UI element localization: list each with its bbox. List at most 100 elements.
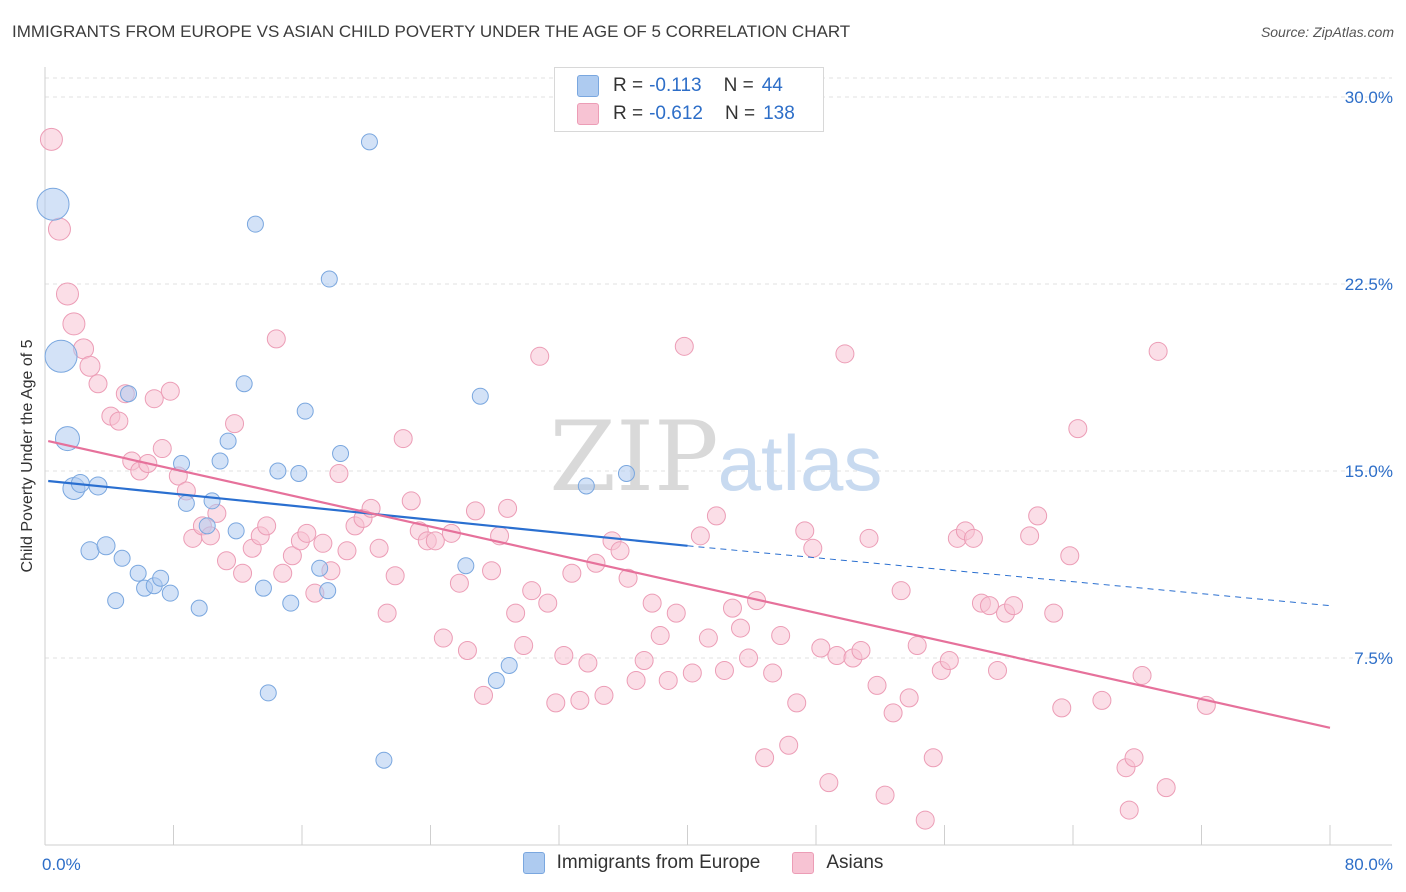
- asian-point: [1044, 603, 1064, 623]
- asian-point: [1068, 419, 1088, 439]
- europe-swatch: [577, 75, 599, 97]
- asian-point: [273, 563, 293, 583]
- europe-point: [487, 671, 505, 689]
- asian-point: [546, 693, 566, 713]
- asian-point: [62, 312, 86, 336]
- europe-point: [259, 684, 277, 702]
- asian-point: [859, 528, 879, 548]
- asian-point: [385, 566, 405, 586]
- asian-point: [827, 646, 847, 666]
- asian-point: [626, 670, 646, 690]
- asian-point: [393, 429, 413, 449]
- asian-point: [530, 346, 550, 366]
- legend-row-europe: R = -0.113 N = 44: [577, 74, 783, 98]
- asian-point: [329, 463, 349, 483]
- y-tick-label: 22.5%: [1345, 275, 1393, 294]
- asian-point: [257, 516, 277, 536]
- asian-point: [755, 748, 775, 768]
- asian-point: [642, 593, 662, 613]
- asian-point: [698, 628, 718, 648]
- asian-point: [1148, 341, 1168, 361]
- asian-point: [771, 626, 791, 646]
- asian-point: [731, 618, 751, 638]
- europe-point: [161, 584, 179, 602]
- asian-point: [1132, 665, 1152, 685]
- asians-series: [39, 127, 1216, 830]
- europe-point: [36, 187, 70, 221]
- asian-point: [47, 217, 71, 241]
- asian-point: [1092, 690, 1112, 710]
- asian-point: [538, 593, 558, 613]
- asian-point: [152, 439, 172, 459]
- asian-point: [522, 581, 542, 601]
- legend-r-label: R =: [613, 103, 644, 124]
- legend-label-europe: Immigrants from Europe: [556, 852, 761, 873]
- legend-n-value: 138: [763, 103, 795, 124]
- legend-item-europe[interactable]: Immigrants from Europe: [522, 852, 761, 874]
- europe-point: [254, 579, 272, 597]
- asian-point: [739, 648, 759, 668]
- europe-point: [219, 432, 237, 450]
- source-label: Source: ZipAtlas.com: [1260, 24, 1394, 40]
- y-axis-label: Child Poverty Under the Age of 5: [19, 339, 36, 573]
- asian-point: [899, 688, 919, 708]
- asian-point: [109, 411, 129, 431]
- europe-point: [500, 656, 518, 674]
- asian-point: [650, 626, 670, 646]
- watermark-zip: ZIP: [549, 401, 718, 513]
- asian-point: [1004, 596, 1024, 616]
- europe-point: [203, 492, 221, 510]
- asian-point: [401, 491, 421, 511]
- europe-point: [290, 464, 308, 482]
- asian-point: [39, 127, 63, 151]
- asian-point: [1060, 546, 1080, 566]
- europe-legend-swatch: [522, 852, 545, 874]
- europe-point: [375, 751, 393, 769]
- legend-r-value: -0.113: [649, 75, 702, 96]
- asian-point: [144, 389, 164, 409]
- europe-point: [471, 387, 489, 405]
- europe-point: [360, 133, 378, 151]
- watermark-atlas: atlas: [718, 419, 883, 507]
- asians-legend-swatch: [792, 852, 815, 874]
- asian-point: [474, 685, 494, 705]
- europe-point: [44, 339, 78, 373]
- europe-point: [235, 375, 253, 393]
- europe-point: [332, 445, 350, 463]
- asian-point: [1119, 800, 1139, 820]
- chart-title: IMMIGRANTS FROM EUROPE VS ASIAN CHILD PO…: [12, 22, 851, 41]
- europe-point: [282, 594, 300, 612]
- europe-point: [296, 402, 314, 420]
- asian-point: [233, 563, 253, 583]
- series-legend: Immigrants from Europe Asians: [0, 852, 1406, 874]
- asian-point: [907, 636, 927, 656]
- asian-point: [618, 568, 638, 588]
- asian-point: [433, 628, 453, 648]
- tick-labels: 7.5% 15.0% 22.5% 30.0% 0.0% 80.0%: [42, 88, 1393, 874]
- asian-point: [297, 523, 317, 543]
- legend-item-asians[interactable]: Asians: [792, 852, 883, 874]
- asian-point: [578, 653, 598, 673]
- asian-point: [875, 785, 895, 805]
- europe-point: [107, 592, 125, 610]
- europe-point: [457, 557, 475, 575]
- europe-trend-projection: [687, 545, 1331, 607]
- asian-point: [1156, 778, 1176, 798]
- asian-point: [160, 381, 180, 401]
- asians-trend-line: [47, 440, 1331, 729]
- asian-point: [79, 355, 101, 377]
- asian-point: [554, 646, 574, 666]
- asian-point: [225, 414, 245, 434]
- asian-point: [425, 531, 445, 551]
- asian-point: [55, 282, 79, 306]
- y-tick-label: 7.5%: [1354, 649, 1393, 668]
- asian-point: [883, 703, 903, 723]
- asian-point: [1052, 698, 1072, 718]
- legend-n-label: N =: [723, 75, 754, 96]
- asian-point: [482, 561, 502, 581]
- asian-point: [979, 596, 999, 616]
- asian-point: [682, 663, 702, 683]
- europe-point: [211, 452, 229, 470]
- asian-point: [634, 650, 654, 670]
- legend-n-label: N =: [724, 103, 756, 124]
